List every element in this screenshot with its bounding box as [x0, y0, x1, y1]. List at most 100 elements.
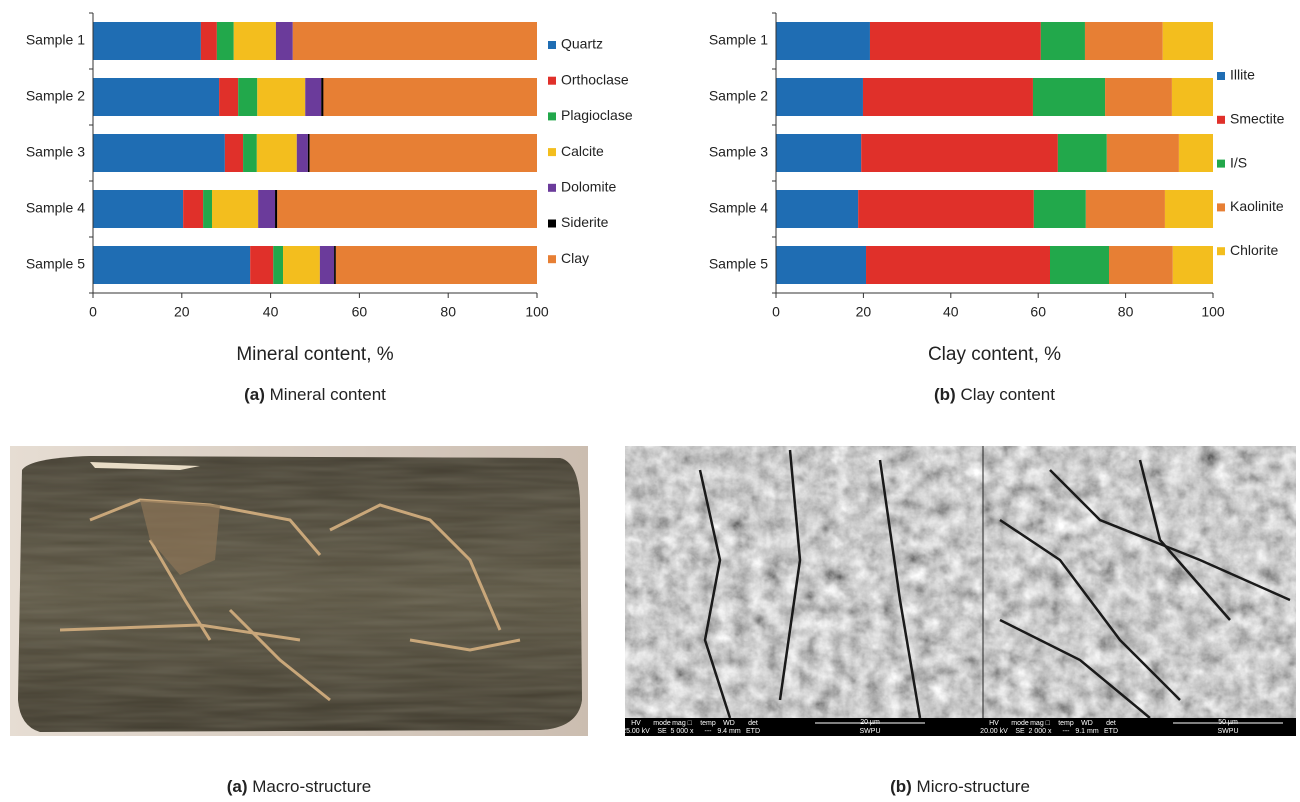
- bar-segment: [861, 134, 1058, 172]
- bar-segment: [93, 134, 225, 172]
- bar-segment: [283, 246, 320, 284]
- bar-segment: [335, 246, 537, 284]
- bar-segment: [1108, 246, 1173, 284]
- x-tick-label: 100: [525, 304, 549, 320]
- sem-value: ETD: [746, 728, 760, 735]
- legend-label: Calcite: [561, 143, 604, 159]
- legend-label: Clay: [561, 250, 589, 266]
- caption-label: (b): [934, 385, 956, 404]
- bar-segment: [307, 134, 310, 172]
- x-tick-label: 80: [1118, 304, 1134, 320]
- y-tick-label: Sample 5: [26, 256, 85, 272]
- x-tick-label: 60: [1030, 304, 1046, 320]
- sem-header: mode: [653, 720, 671, 727]
- legend-label: Chlorite: [1230, 242, 1278, 258]
- bar-segment: [258, 190, 276, 228]
- chart-caption: (b) Clay content: [934, 385, 1055, 404]
- bar-segment: [309, 134, 537, 172]
- legend-swatch: [1217, 115, 1225, 124]
- sem-header: mag □: [1030, 720, 1051, 727]
- photo-caption: (b) Micro-structure: [890, 777, 1030, 796]
- sem-value: 20.00 kV: [980, 728, 1008, 735]
- legend-swatch: [548, 255, 556, 264]
- y-tick-label: Sample 2: [26, 88, 85, 104]
- legend-swatch: [1217, 203, 1225, 212]
- sem-header: WD: [723, 720, 735, 727]
- bar-segment: [321, 78, 324, 116]
- bar-segment: [250, 246, 274, 284]
- macro-photo: [10, 446, 588, 736]
- y-tick-label: Sample 3: [709, 144, 768, 160]
- bar-segment: [323, 78, 537, 116]
- sem-photo: [625, 446, 1296, 736]
- legend-swatch: [1217, 159, 1225, 168]
- bar-segment: [776, 22, 870, 60]
- bar-segment: [273, 246, 284, 284]
- y-tick-label: Sample 3: [26, 144, 85, 160]
- photo-caption: (a) Macro-structure: [227, 777, 372, 796]
- sem-header: det: [1106, 720, 1116, 727]
- y-tick-label: Sample 2: [709, 88, 768, 104]
- bar-segment: [305, 78, 322, 116]
- legend-label: Kaolinite: [1230, 198, 1284, 214]
- bar-segment: [862, 78, 1033, 116]
- bar-segment: [1049, 246, 1109, 284]
- sem-value: 25.00 kV: [622, 728, 650, 735]
- caption-text: Macro-structure: [252, 777, 371, 796]
- bar-segment: [1178, 134, 1213, 172]
- legend-label: Orthoclase: [561, 71, 629, 87]
- bar-segment: [1085, 190, 1165, 228]
- bar-segment: [93, 22, 201, 60]
- chart-caption: (a) Mineral content: [244, 385, 386, 404]
- sem-header: WD: [1081, 720, 1093, 727]
- bar-segment: [211, 190, 259, 228]
- sem-header: temp: [700, 720, 716, 727]
- bar-segment: [256, 134, 297, 172]
- bar-segment: [334, 246, 336, 284]
- legend-swatch: [1217, 72, 1225, 80]
- bar-segment: [776, 78, 863, 116]
- figure-captions: (a) Macro-structure (b) Micro-structure: [227, 777, 1030, 796]
- legend-label: I/S: [1230, 154, 1247, 170]
- bar-segment: [238, 78, 258, 116]
- bar-segment: [296, 134, 308, 172]
- bar-segment: [275, 22, 293, 60]
- bar-segment: [93, 190, 184, 228]
- bar-segment: [858, 190, 1034, 228]
- x-tick-label: 20: [174, 304, 190, 320]
- sem-lab: SWPU: [1218, 728, 1239, 735]
- bar-segment: [869, 22, 1041, 60]
- sem-header: mag □: [672, 720, 693, 727]
- sem-value: 9.1 mm: [1075, 728, 1099, 735]
- legend-swatch: [548, 148, 556, 157]
- bar-segment: [1032, 78, 1106, 116]
- legend-label: Quartz: [561, 36, 603, 52]
- x-tick-label: 60: [352, 304, 368, 320]
- x-tick-label: 80: [440, 304, 456, 320]
- bar-segment: [203, 190, 212, 228]
- bar-segment: [1171, 78, 1213, 116]
- x-tick-label: 40: [263, 304, 279, 320]
- y-tick-label: Sample 4: [709, 200, 768, 216]
- sem-value: ---: [705, 728, 713, 735]
- bar-segment: [219, 78, 239, 116]
- caption-text: Mineral content: [270, 385, 387, 404]
- sem-value: ETD: [1104, 728, 1118, 735]
- bar-segment: [319, 246, 335, 284]
- sem-value: 2 000 x: [1029, 728, 1052, 735]
- y-tick-label: Sample 1: [26, 32, 85, 48]
- bar-segment: [292, 22, 537, 60]
- caption-text: Micro-structure: [917, 777, 1030, 796]
- bar-segment: [243, 134, 257, 172]
- bar-segment: [257, 78, 306, 116]
- bar-segment: [1164, 190, 1213, 228]
- bar-segment: [200, 22, 217, 60]
- bar-segment: [1084, 22, 1163, 60]
- bar-segment: [93, 78, 220, 116]
- sem-value: SE: [657, 728, 667, 735]
- caption-label: (b): [890, 777, 912, 796]
- sem-value: 9.4 mm: [717, 728, 741, 735]
- bar-segment: [1172, 246, 1213, 284]
- bar-segment: [776, 190, 859, 228]
